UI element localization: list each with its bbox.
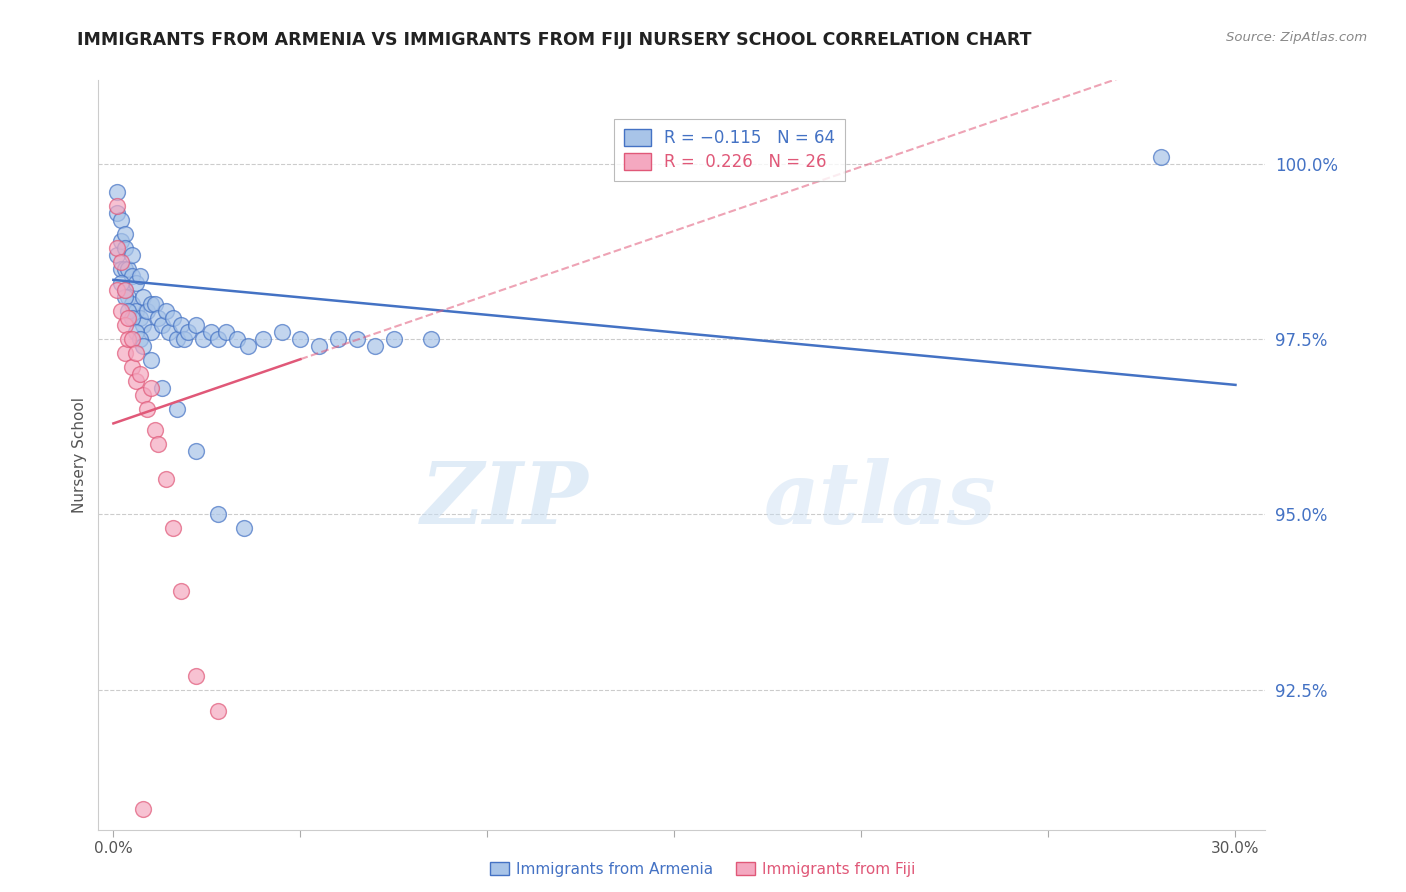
Point <box>184 318 207 333</box>
Point <box>125 277 148 291</box>
Point <box>132 339 155 353</box>
Point <box>110 235 132 249</box>
Point <box>114 290 136 304</box>
Point <box>139 381 162 395</box>
Point <box>121 248 143 262</box>
Point <box>184 668 207 682</box>
Point <box>114 318 136 333</box>
Point <box>121 332 143 346</box>
Point <box>121 269 143 284</box>
Point <box>105 241 128 255</box>
Point <box>233 521 256 535</box>
Point <box>173 332 195 346</box>
Point <box>191 332 214 346</box>
Point <box>125 375 148 389</box>
Point <box>143 424 166 438</box>
Point <box>139 353 162 368</box>
Point <box>132 388 155 402</box>
Point <box>270 326 292 340</box>
Point <box>214 326 236 340</box>
Point <box>136 304 159 318</box>
Point <box>125 346 148 360</box>
Point <box>125 304 148 318</box>
Point <box>148 437 170 451</box>
Point <box>117 304 139 318</box>
Point <box>155 304 177 318</box>
Point <box>225 332 247 346</box>
Point <box>105 248 128 262</box>
Point <box>170 584 193 599</box>
Point <box>155 472 177 486</box>
Point <box>177 326 200 340</box>
Point <box>143 297 166 311</box>
Point <box>110 213 132 227</box>
Point <box>290 332 312 346</box>
Point <box>170 318 193 333</box>
Point <box>1150 150 1173 164</box>
Point <box>207 704 229 718</box>
Point <box>117 311 139 326</box>
Point <box>420 332 443 346</box>
Point <box>207 332 229 346</box>
Point <box>128 311 150 326</box>
Point <box>110 277 132 291</box>
Text: atlas: atlas <box>763 458 995 541</box>
Point <box>200 326 222 340</box>
Point <box>114 241 136 255</box>
Point <box>121 311 143 326</box>
Text: ZIP: ZIP <box>420 458 589 541</box>
Point <box>132 801 155 815</box>
Point <box>128 368 150 382</box>
Point <box>308 339 330 353</box>
Y-axis label: Nursery School: Nursery School <box>72 397 87 513</box>
Point <box>150 318 173 333</box>
Point <box>166 332 188 346</box>
Point <box>121 297 143 311</box>
Point <box>132 318 155 333</box>
Point <box>125 326 148 340</box>
Point <box>148 311 170 326</box>
Text: Source: ZipAtlas.com: Source: ZipAtlas.com <box>1226 31 1367 45</box>
Point <box>236 339 259 353</box>
Point <box>166 402 188 417</box>
Point <box>114 284 136 298</box>
Point <box>252 332 274 346</box>
Point <box>382 332 405 346</box>
Point <box>207 508 229 522</box>
Point <box>128 269 150 284</box>
Point <box>110 262 132 277</box>
Point <box>117 290 139 304</box>
Point <box>114 227 136 242</box>
Point <box>346 332 368 346</box>
Point <box>139 297 162 311</box>
Point <box>105 206 128 220</box>
Point <box>121 360 143 375</box>
Point <box>114 284 136 298</box>
Point <box>326 332 349 346</box>
Legend: R = −0.115   N = 64, R =  0.226   N = 26: R = −0.115 N = 64, R = 0.226 N = 26 <box>614 119 845 181</box>
Point <box>110 304 132 318</box>
Legend: Immigrants from Armenia, Immigrants from Fiji: Immigrants from Armenia, Immigrants from… <box>482 854 924 884</box>
Point <box>136 402 159 417</box>
Point <box>162 521 184 535</box>
Point <box>162 311 184 326</box>
Point <box>105 199 128 213</box>
Point <box>159 326 181 340</box>
Point <box>117 332 139 346</box>
Text: IMMIGRANTS FROM ARMENIA VS IMMIGRANTS FROM FIJI NURSERY SCHOOL CORRELATION CHART: IMMIGRANTS FROM ARMENIA VS IMMIGRANTS FR… <box>77 31 1032 49</box>
Point <box>114 346 136 360</box>
Point <box>117 262 139 277</box>
Point <box>184 444 207 458</box>
Point <box>128 332 150 346</box>
Point <box>139 326 162 340</box>
Point <box>105 186 128 200</box>
Point <box>110 255 132 269</box>
Point <box>364 339 387 353</box>
Point <box>132 290 155 304</box>
Point <box>150 381 173 395</box>
Point <box>114 262 136 277</box>
Point <box>105 284 128 298</box>
